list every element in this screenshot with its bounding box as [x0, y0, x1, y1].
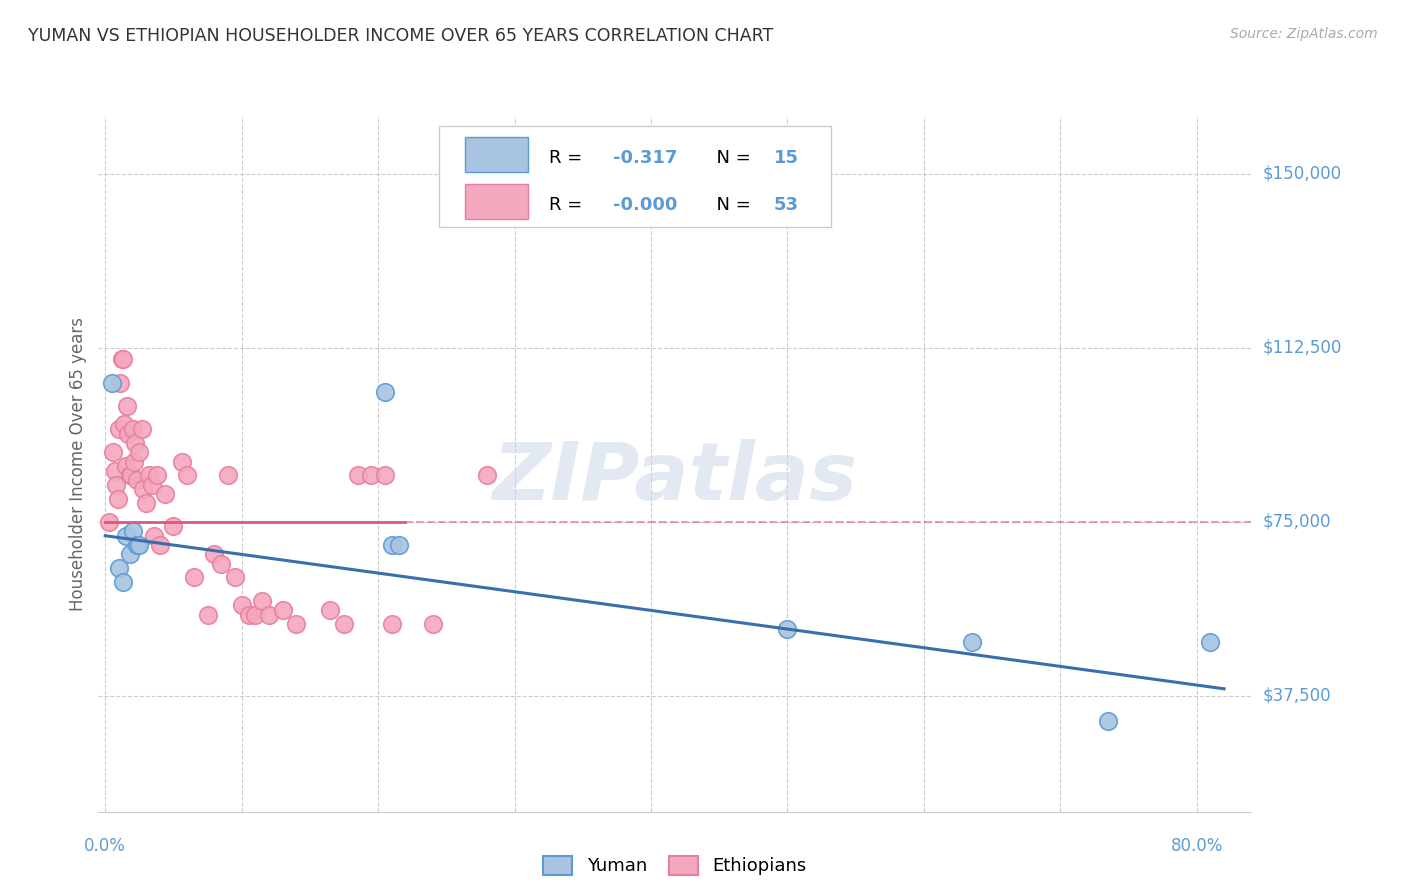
Point	[111, 352, 134, 367]
Point	[135, 496, 157, 510]
Point	[381, 616, 404, 631]
Point	[111, 575, 134, 590]
Point	[124, 436, 146, 450]
Point	[381, 538, 404, 552]
Point	[231, 599, 253, 613]
Point	[121, 524, 143, 538]
Point	[202, 547, 225, 561]
Y-axis label: Householder Income Over 65 years: Householder Income Over 65 years	[69, 317, 87, 611]
Point	[146, 468, 169, 483]
Point	[107, 491, 129, 506]
Point	[155, 487, 177, 501]
Point	[374, 384, 396, 399]
Point	[333, 616, 356, 631]
Point	[960, 635, 983, 649]
Text: $150,000: $150,000	[1263, 165, 1341, 183]
Text: $75,000: $75,000	[1263, 513, 1331, 531]
FancyBboxPatch shape	[465, 136, 529, 172]
FancyBboxPatch shape	[439, 127, 831, 227]
Point	[776, 622, 799, 636]
Point	[108, 422, 131, 436]
Text: $112,500: $112,500	[1263, 339, 1341, 357]
Text: ZIPatlas: ZIPatlas	[492, 439, 858, 516]
Point	[110, 376, 132, 390]
Text: Source: ZipAtlas.com: Source: ZipAtlas.com	[1230, 27, 1378, 41]
Point	[120, 468, 142, 483]
Text: -0.317: -0.317	[613, 149, 678, 167]
Point	[132, 483, 155, 497]
Text: N =: N =	[704, 149, 756, 167]
Point	[98, 515, 121, 529]
Point	[141, 477, 163, 491]
Point	[346, 468, 368, 483]
Point	[217, 468, 239, 483]
Point	[128, 538, 150, 552]
Point	[114, 459, 136, 474]
Point	[360, 468, 382, 483]
Point	[183, 570, 205, 584]
Point	[1097, 714, 1119, 729]
Point	[125, 538, 148, 552]
Point	[1199, 635, 1222, 649]
Point	[209, 557, 232, 571]
Point	[245, 607, 267, 622]
Point	[108, 561, 131, 575]
Text: 15: 15	[775, 149, 799, 167]
Point	[101, 376, 124, 390]
Text: $37,500: $37,500	[1263, 687, 1331, 705]
Point	[176, 468, 198, 483]
Point	[131, 422, 153, 436]
FancyBboxPatch shape	[465, 184, 529, 219]
Point	[118, 468, 141, 483]
Point	[112, 417, 135, 432]
Point	[138, 468, 160, 483]
Point	[117, 426, 139, 441]
Text: 80.0%: 80.0%	[1171, 837, 1223, 855]
Point	[374, 468, 396, 483]
Point	[149, 538, 172, 552]
Point	[162, 519, 184, 533]
Point	[128, 445, 150, 459]
Point	[477, 468, 499, 483]
Point	[143, 529, 166, 543]
Point	[110, 352, 132, 367]
Point	[125, 473, 148, 487]
Point	[115, 399, 138, 413]
Point	[271, 603, 294, 617]
Point	[422, 616, 444, 631]
Text: YUMAN VS ETHIOPIAN HOUSEHOLDER INCOME OVER 65 YEARS CORRELATION CHART: YUMAN VS ETHIOPIAN HOUSEHOLDER INCOME OV…	[28, 27, 773, 45]
Point	[257, 607, 280, 622]
Point	[103, 445, 125, 459]
Point	[224, 570, 246, 584]
Text: 53: 53	[775, 196, 799, 214]
Point	[197, 607, 219, 622]
Point	[387, 538, 409, 552]
Point	[170, 454, 193, 468]
Legend: Yuman, Ethiopians: Yuman, Ethiopians	[536, 849, 814, 883]
Text: N =: N =	[704, 196, 756, 214]
Point	[105, 477, 128, 491]
Point	[250, 593, 273, 607]
Point	[118, 547, 141, 561]
Point	[104, 464, 127, 478]
Text: 0.0%: 0.0%	[84, 837, 127, 855]
Point	[319, 603, 342, 617]
Text: -0.000: -0.000	[613, 196, 678, 214]
Text: R =: R =	[550, 196, 588, 214]
Point	[238, 607, 260, 622]
Point	[114, 529, 136, 543]
Point	[122, 454, 145, 468]
Point	[121, 422, 143, 436]
Text: R =: R =	[550, 149, 593, 167]
Point	[285, 616, 308, 631]
